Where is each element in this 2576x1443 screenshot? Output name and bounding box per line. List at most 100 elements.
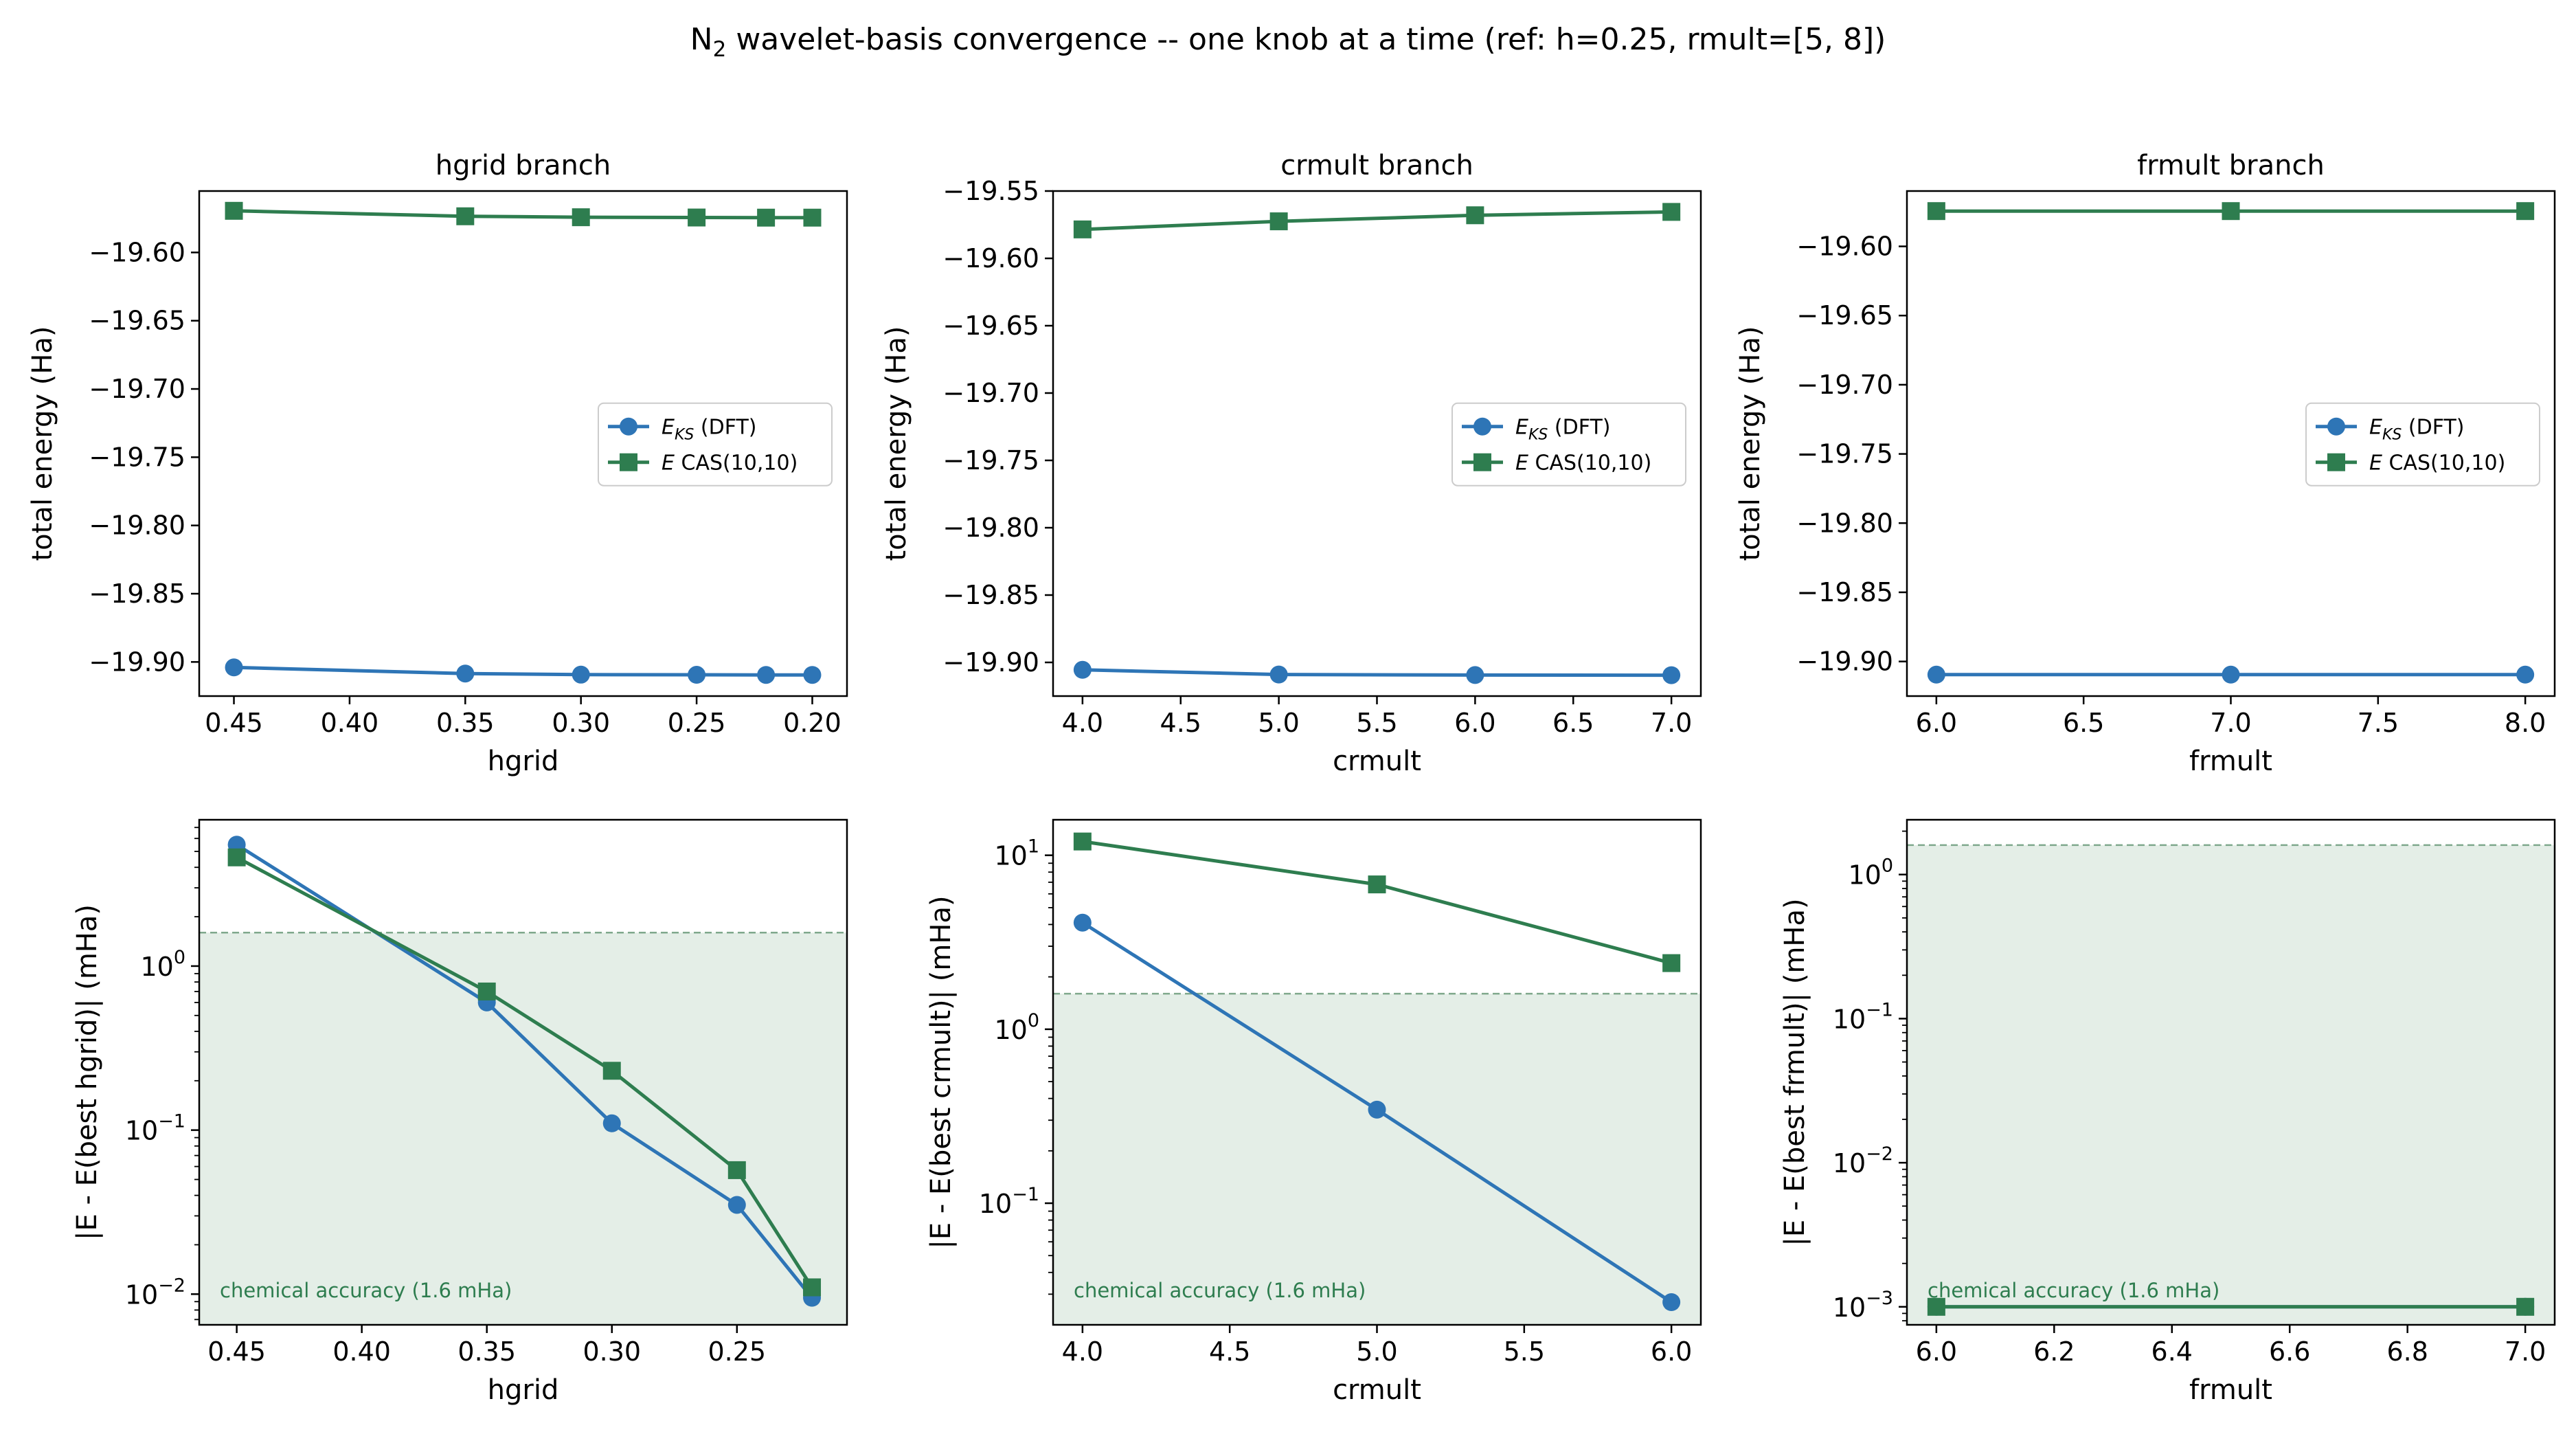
series-line-cas [1082,210,1672,232]
chart-panel-4: chemical accuracy (1.6 mHa) 0.45 0.40 0.35 0… [71,818,848,1406]
data-point-dft [1662,1293,1681,1312]
legend-label-cas: E CAS(10,10) [1515,451,1651,476]
y-tick-label: 100 [140,947,185,982]
panel-title: hgrid branch [436,150,611,181]
y-tick-label: −19.85 [89,579,185,609]
data-point-cas [456,207,475,225]
chemical-accuracy-label: chemical accuracy (1.6 mHa) [1074,1279,1366,1302]
data-point-cas [688,208,706,227]
data-point-cas [803,1278,822,1297]
y-tick-label: 10−1 [1833,999,1893,1034]
x-tick-label: 6.0 [1454,708,1495,738]
data-point-dft [225,658,243,677]
x-axis-label: frmult [2189,746,2272,777]
data-point-dft [1269,665,1288,684]
x-tick-label: 5.5 [1504,1336,1545,1367]
data-point-cas [1927,1297,1945,1316]
y-axis-label: total energy (Ha) [881,326,912,561]
y-tick-label: 10−2 [1833,1143,1893,1178]
data-point-dft [1662,666,1681,684]
x-tick-label: 7.0 [1651,708,1692,738]
x-tick-label: 7.0 [2505,1336,2546,1367]
data-point-cas [602,1062,621,1080]
data-point-cas [227,848,246,866]
plot-area [1073,203,1681,684]
legend-marker-cas [620,453,637,471]
data-point-cas [2516,1297,2535,1316]
y-tick-label: −19.85 [942,580,1039,610]
legend: EKS (DFT) E CAS(10,10) [1451,402,1686,486]
y-axis-label: |E - E(best frmult)| (mHa) [1779,898,1811,1246]
series-line-dft [234,665,813,677]
data-point-dft [803,666,822,684]
plot-area [1927,202,2535,684]
legend-label-dft: EKS (DFT) [1515,416,1610,444]
data-point-dft [2516,665,2535,684]
legend-label-cas: E CAS(10,10) [662,451,798,476]
y-axis-label: total energy (Ha) [27,326,58,561]
x-tick-label: 5.0 [1258,708,1299,738]
plot-area [1053,832,1701,1325]
x-tick-label: 6.0 [1916,1336,1957,1367]
x-tick-label: 0.40 [332,1336,391,1367]
data-point-dft [1073,913,1092,932]
plot-area [199,836,847,1325]
y-tick-label: −19.75 [942,445,1039,476]
data-point-dft [1466,666,1484,684]
data-point-cas [1466,206,1484,225]
data-point-cas [757,208,776,227]
x-axis-label: hgrid [488,1374,559,1406]
chart-panel-3: 6.0 6.5 7.0 7.5 8.0 −19.60 −19.65 −19.70 −19.75 −… [1735,150,2556,777]
y-tick-label: −19.60 [942,243,1039,273]
panel-title: frmult branch [2137,150,2325,181]
y-tick-label: −19.55 [942,176,1039,206]
data-point-cas [225,201,243,220]
data-point-cas [1662,954,1681,972]
y-tick-label: −19.60 [89,237,185,267]
data-point-dft [1927,665,1945,684]
legend-marker-dft [2327,417,2345,436]
y-axis-label: |E - E(best hgrid)| (mHa) [71,904,103,1240]
data-point-dft [2222,665,2240,684]
y-tick-label: −19.90 [89,647,185,677]
chemical-accuracy-region [1907,844,2555,1325]
chemical-accuracy-region [1053,994,1701,1325]
data-point-dft [688,666,706,684]
y-tick-label: −19.60 [1796,232,1893,262]
x-tick-label: 6.0 [1916,708,1957,738]
x-tick-label: 6.5 [1552,708,1594,738]
data-point-cas [1073,832,1092,851]
x-tick-label: 4.5 [1209,1336,1250,1367]
data-point-dft [727,1196,746,1214]
y-tick-label: 100 [994,1010,1039,1045]
y-axis-label: total energy (Ha) [1735,326,1766,561]
data-point-dft [1073,660,1092,679]
y-tick-label: −19.70 [1796,370,1893,400]
y-tick-label: −19.70 [942,378,1039,408]
chart-panel-2: 4.0 4.5 5.0 5.5 6.0 6.5 7.0 −19.55 −19.60 −19.65 −… [881,150,1702,777]
data-point-dft [572,665,590,684]
legend-box [598,402,833,486]
x-tick-label: 6.8 [2386,1336,2428,1367]
data-point-dft [602,1114,621,1132]
panel-title: crmult branch [1280,150,1473,181]
x-tick-label: 0.25 [668,708,726,738]
legend-marker-cas [1473,453,1491,471]
y-tick-label: 100 [1848,855,1893,891]
x-tick-label: 0.30 [583,1336,641,1367]
legend-marker-dft [620,417,637,436]
x-tick-label: 0.45 [207,1336,266,1367]
x-tick-label: 5.5 [1356,708,1397,738]
series-line-cas [1082,840,1672,965]
x-tick-label: 8.0 [2505,708,2546,738]
x-axis-label: crmult [1333,746,1421,777]
data-point-cas [1662,203,1681,221]
data-point-dft [757,666,776,684]
x-tick-label: 5.0 [1356,1336,1397,1367]
data-point-cas [2516,202,2535,221]
y-tick-label: −19.80 [1796,508,1893,538]
legend: EKS (DFT) E CAS(10,10) [2305,402,2540,486]
y-tick-label: −19.80 [942,513,1039,543]
x-tick-label: 6.6 [2269,1336,2310,1367]
